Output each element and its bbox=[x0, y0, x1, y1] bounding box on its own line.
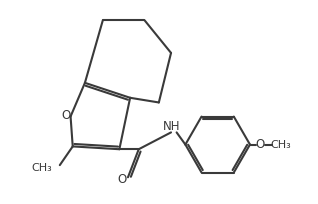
Text: O: O bbox=[255, 138, 265, 151]
Text: CH₃: CH₃ bbox=[270, 140, 291, 150]
Text: CH₃: CH₃ bbox=[31, 163, 52, 173]
Text: O: O bbox=[118, 173, 127, 186]
Text: NH: NH bbox=[163, 120, 180, 133]
Text: O: O bbox=[62, 109, 71, 122]
